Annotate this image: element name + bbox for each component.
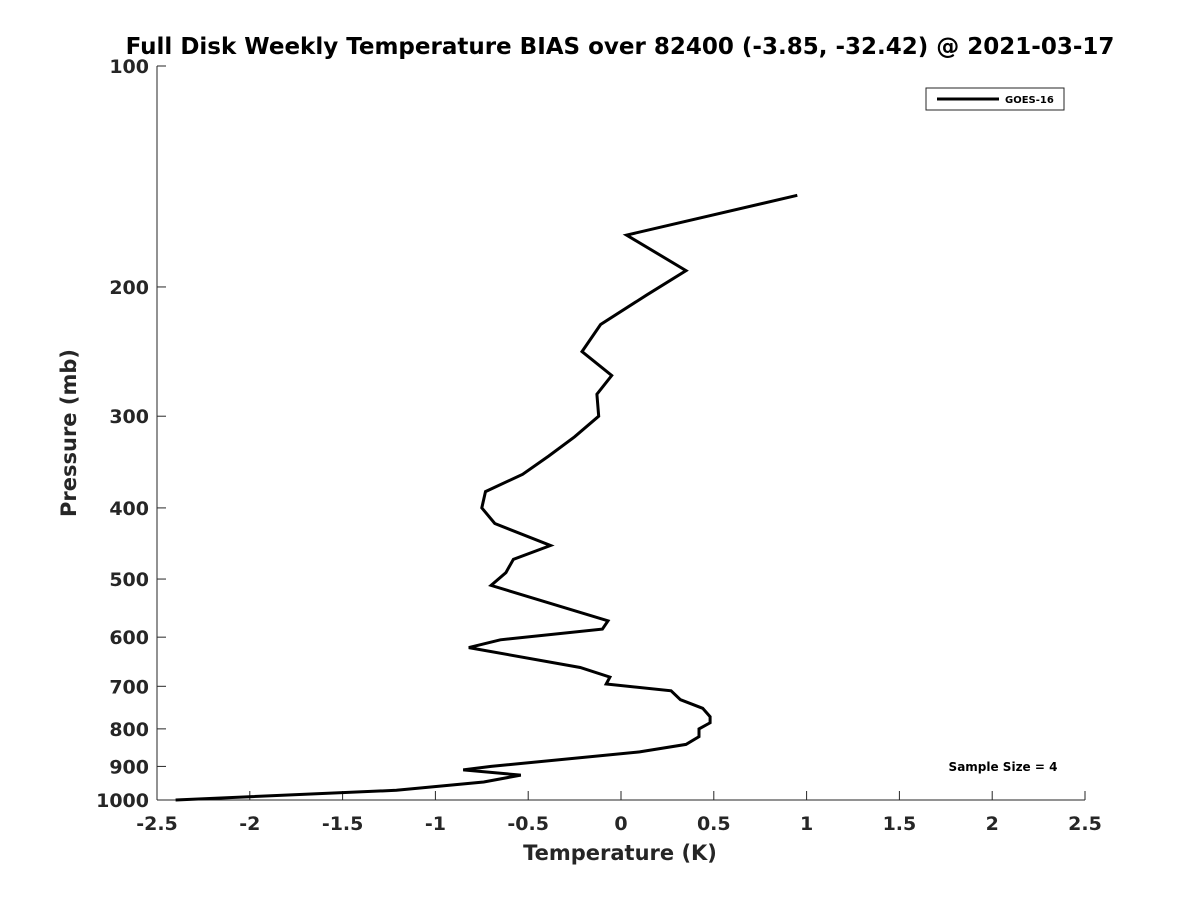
x-tick-label: -2.5	[136, 813, 178, 835]
y-tick-label: 600	[109, 627, 149, 649]
x-tick-label: 1	[800, 813, 813, 835]
y-tick-label: 500	[109, 569, 149, 591]
x-tick-label: 1.5	[883, 813, 917, 835]
y-axis-label: Pressure (mb)	[57, 349, 81, 517]
x-tick-label: -1.5	[322, 813, 364, 835]
x-tick-label: -0.5	[507, 813, 549, 835]
y-tick-label: 900	[109, 756, 149, 778]
x-tick-label: -2	[239, 813, 260, 835]
x-tick-label: 0	[614, 813, 627, 835]
y-tick-label: 200	[109, 277, 149, 299]
x-tick-label: 0.5	[697, 813, 731, 835]
y-tick-label: 300	[109, 406, 149, 428]
y-tick-label: 1000	[96, 790, 149, 812]
y-tick-label: 100	[109, 56, 149, 78]
sample-size-annotation: Sample Size = 4	[949, 760, 1058, 774]
y-tick-label: 800	[109, 719, 149, 741]
x-tick-label: -1	[425, 813, 446, 835]
x-tick-label: 2	[986, 813, 999, 835]
plot-area: -2.5 -2 -1.5 -1 -0.5 0 0.5 1 1.5 2 2.5 100 200 300 400…	[96, 56, 1102, 835]
x-axis-label: Temperature (K)	[523, 841, 717, 865]
x-tick-label: 2.5	[1068, 813, 1102, 835]
chart-title: Full Disk Weekly Temperature BIAS over 8…	[126, 34, 1115, 60]
y-tick-label: 400	[109, 498, 149, 520]
series-line-goes-16	[175, 193, 798, 802]
legend: GOES-16	[925, 87, 1065, 111]
y-tick-label: 700	[109, 676, 149, 698]
legend-label: GOES-16	[1005, 95, 1054, 106]
